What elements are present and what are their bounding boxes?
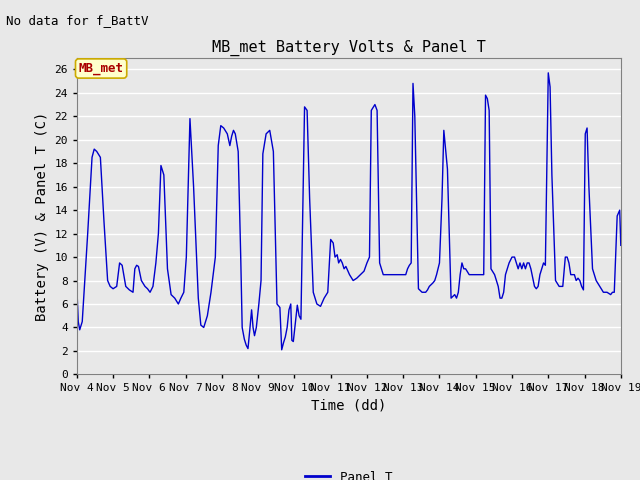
Text: No data for f_BattV: No data for f_BattV [6,14,149,27]
Legend: Panel T: Panel T [300,466,397,480]
Y-axis label: Battery (V) & Panel T (C): Battery (V) & Panel T (C) [35,111,49,321]
Title: MB_met Battery Volts & Panel T: MB_met Battery Volts & Panel T [212,40,486,56]
X-axis label: Time (dd): Time (dd) [311,399,387,413]
Text: MB_met: MB_met [79,62,124,75]
